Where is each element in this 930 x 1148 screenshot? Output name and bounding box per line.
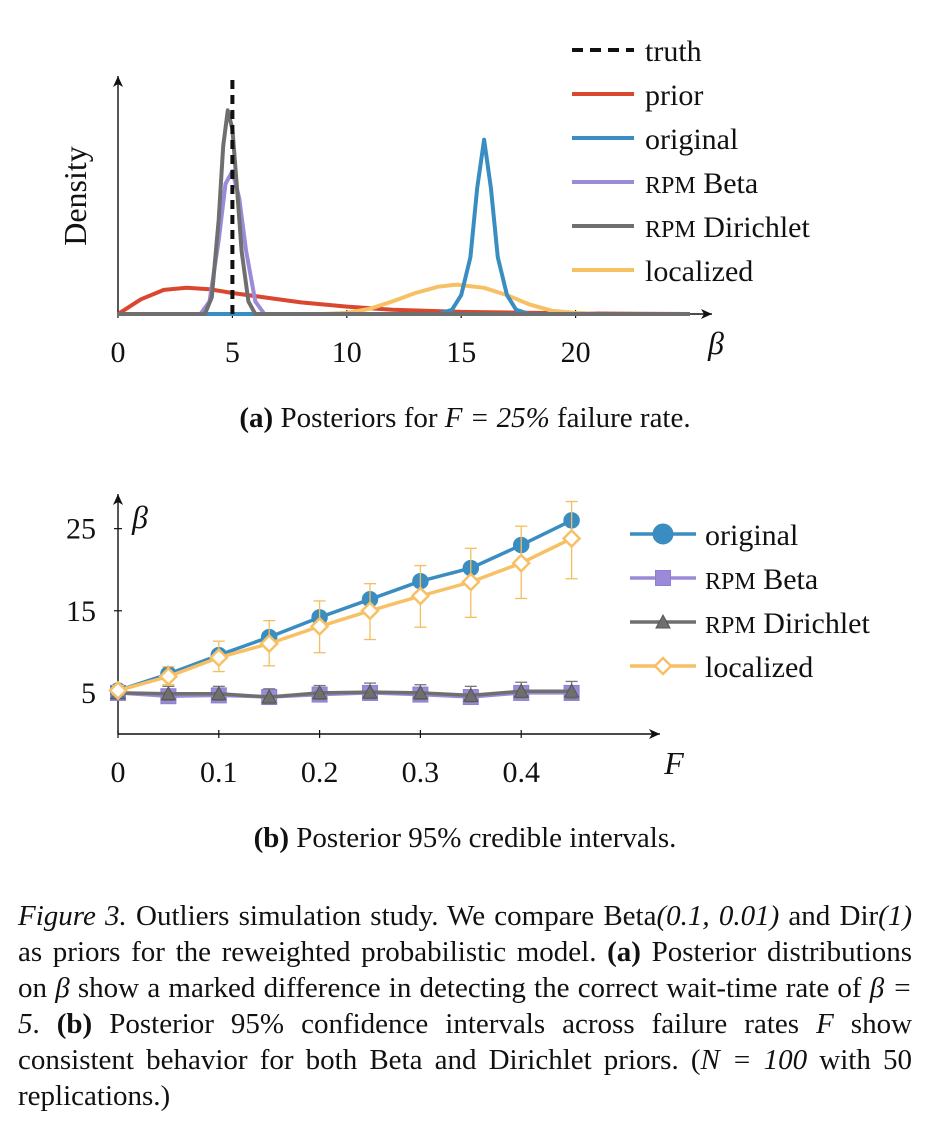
x-tick-label: 0 <box>111 756 126 789</box>
x-tick-label: 15 <box>446 336 476 369</box>
y-axis-label: Density <box>57 146 93 246</box>
figure-caption-body: Outliers simulation study. We compare Be… <box>18 900 912 1112</box>
x-axis-label: β <box>707 325 724 361</box>
caption-math: (1) <box>878 900 912 932</box>
credible-interval-chart: 0 0.1 0.2 0.3 0.4 5 15 25 Fβ original RPM Beta RPM… <box>66 494 870 789</box>
y-axis-arrow <box>113 76 123 87</box>
data-point-circle <box>652 523 674 545</box>
caption-text: with 50 replications.) <box>18 1044 912 1112</box>
data-point-diamond <box>511 553 531 573</box>
caption-a: (a) Posteriors for F = 25% failure rate. <box>0 402 930 435</box>
caption-b-label: (b) <box>253 822 290 854</box>
x-axis-arrow <box>701 309 712 319</box>
x-axis-label: F <box>663 745 684 781</box>
caption-a-text-before: Posteriors for <box>273 402 445 434</box>
caption-math: N = 100 <box>700 1044 808 1076</box>
series-original-line <box>117 518 573 693</box>
legend-label: RPM Beta <box>705 563 818 596</box>
data-point-triangle <box>210 685 227 701</box>
figure-caption: Figure 3. Outliers simulation study. We … <box>18 898 912 1114</box>
y-tick-label: 15 <box>66 595 96 628</box>
data-point-triangle <box>513 683 530 698</box>
caption-math: β = 5 <box>18 972 913 1040</box>
y-tick-label: 25 <box>66 513 96 546</box>
x-tick-label: 0.3 <box>402 756 440 789</box>
caption-text: show consistent behavior for both Beta a… <box>18 1008 913 1076</box>
data-point-diamond <box>461 572 481 592</box>
caption-bold-label: (b) <box>56 1008 93 1040</box>
series-rpm-dirichlet-line <box>117 689 572 699</box>
caption-a-math: F = 25% <box>444 402 550 434</box>
legend-label: RPM Dirichlet <box>645 211 810 244</box>
caption-bold-label: (a) <box>607 936 641 968</box>
x-tick-label: 0.1 <box>200 756 238 789</box>
x-tick-label: 10 <box>332 336 362 369</box>
legend-label: prior <box>645 79 703 112</box>
series-rpm-dirichlet-line <box>118 108 690 316</box>
data-point-diamond <box>259 633 279 654</box>
caption-text: Posterior distributions on <box>18 936 912 1004</box>
data-point-triangle <box>655 613 671 629</box>
chart-b-series <box>108 500 582 706</box>
y-tick-label: 5 <box>81 677 96 710</box>
data-point-triangle <box>362 684 378 699</box>
chart-a-axes: 0 5 10 15 20 β Density <box>57 76 724 369</box>
posterior-density-chart: 0 5 10 15 20 β Density truth prior original RPM B… <box>57 35 810 369</box>
caption-math: F <box>816 1008 834 1040</box>
y-axis-label: β <box>131 499 148 535</box>
data-point-triangle <box>261 688 278 704</box>
x-tick-label: 0.2 <box>301 756 339 789</box>
legend-label: localized <box>705 651 813 684</box>
legend-label: original <box>705 519 798 552</box>
x-tick-label: 0 <box>111 336 126 369</box>
data-point-diamond <box>653 656 673 676</box>
chart-b-legend: original RPM Beta RPM Dirichlet localized <box>630 519 870 684</box>
legend-label: localized <box>645 255 753 288</box>
data-point-triangle <box>160 685 177 701</box>
series-rpm-beta-line <box>118 169 690 316</box>
caption-b-text: Posterior 95% credible intervals. <box>289 822 677 854</box>
series-localized-line <box>117 536 573 693</box>
data-point-diamond <box>309 616 330 637</box>
x-tick-label: 20 <box>561 336 591 369</box>
chart-b-axes: 0 0.1 0.2 0.3 0.4 5 15 25 Fβ <box>66 494 684 789</box>
data-point-diamond <box>410 586 431 606</box>
data-point-triangle <box>462 687 479 702</box>
y-axis-arrow <box>113 494 123 505</box>
x-axis-arrow <box>649 729 660 739</box>
legend-label: truth <box>645 35 702 68</box>
chart-a-legend: truth prior original RPM Beta RPM Dirichlet l… <box>572 35 810 288</box>
caption-text: Outliers simulation study. We compare Be… <box>126 900 657 932</box>
data-point-diamond <box>561 528 582 549</box>
data-point-triangle <box>563 683 580 698</box>
x-tick-label: 0.4 <box>502 756 540 789</box>
data-point-diamond <box>209 647 229 668</box>
series-original-line <box>118 137 690 316</box>
caption-math: β <box>55 972 70 1004</box>
x-tick-label: 5 <box>225 336 240 369</box>
chart-a-series <box>116 74 691 316</box>
data-point-triangle <box>412 684 429 700</box>
data-point-square <box>655 570 671 586</box>
caption-text: as priors for the reweighted probabilist… <box>18 936 608 968</box>
caption-a-text-after: failure rate. <box>549 402 691 434</box>
caption-text: show a marked difference in detecting th… <box>69 972 870 1004</box>
caption-text: Posterior 95% confidence intervals acros… <box>92 1008 817 1040</box>
figure-caption-label: Figure 3. <box>18 900 127 932</box>
data-point-triangle <box>311 684 328 700</box>
data-point-diamond <box>158 666 179 687</box>
legend-label: original <box>645 123 738 156</box>
caption-b: (b) Posterior 95% credible intervals. <box>0 822 930 855</box>
legend-label: RPM Beta <box>645 167 758 200</box>
caption-text: and Dir <box>779 900 879 932</box>
caption-a-label: (a) <box>239 402 274 434</box>
caption-text: . <box>32 1008 57 1040</box>
caption-math: (0.1, 0.01) <box>656 900 780 932</box>
legend-label: RPM Dirichlet <box>705 607 870 640</box>
data-point-diamond <box>108 680 128 701</box>
data-point-diamond <box>360 601 380 621</box>
